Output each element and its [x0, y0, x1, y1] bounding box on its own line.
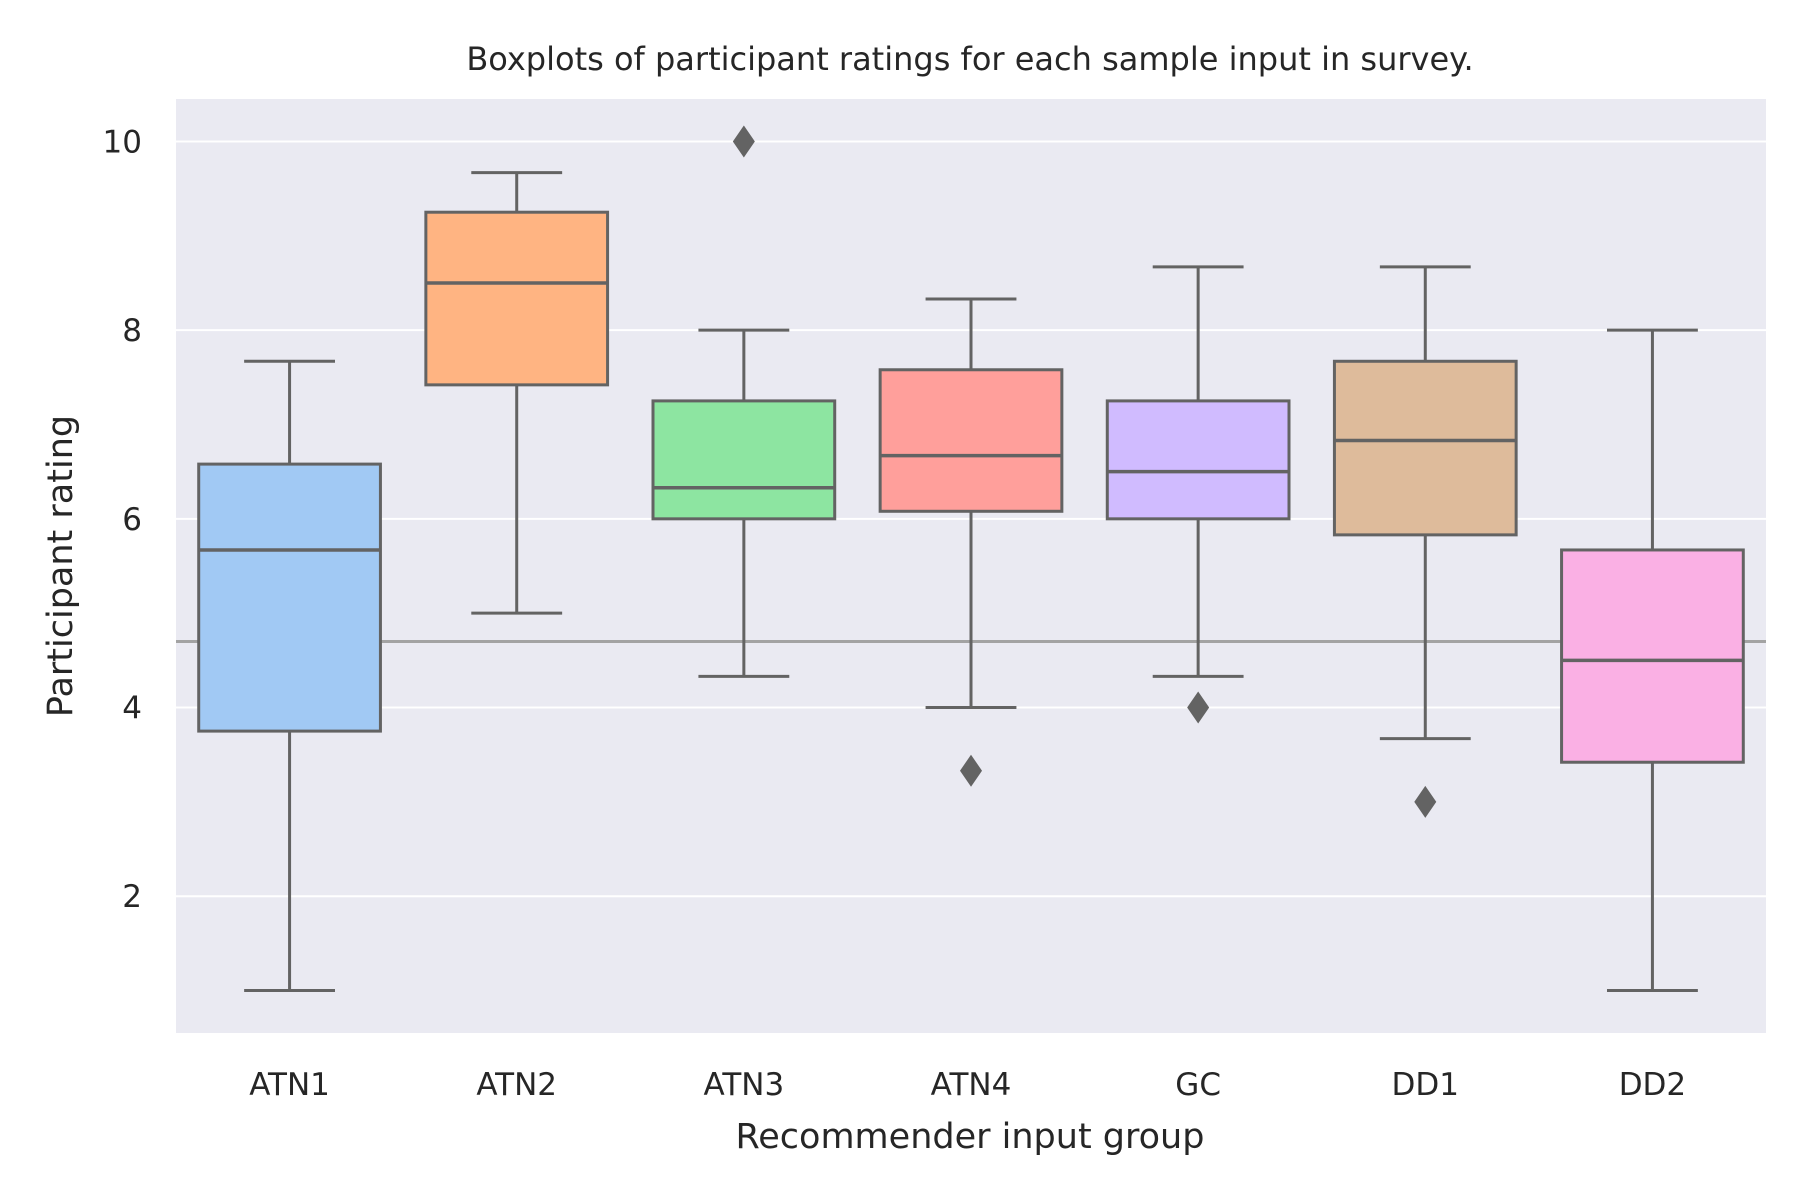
x-tick-label: GC [1175, 1067, 1221, 1103]
x-tick-label: ATN3 [704, 1067, 785, 1103]
y-tick-label: 8 [122, 313, 142, 349]
box-group-dd1 [1332, 265, 1518, 818]
y-axis-label: Participant rating [41, 415, 81, 717]
y-tick-label: 6 [122, 502, 142, 538]
box [1560, 548, 1745, 764]
box-group-atn4 [878, 297, 1064, 787]
x-tick-label: DD1 [1392, 1067, 1459, 1103]
boxes [197, 125, 1745, 993]
box [1105, 399, 1291, 521]
box-group-dd2 [1560, 328, 1745, 993]
chart-title: Boxplots of participant ratings for each… [466, 40, 1473, 78]
box-group-gc [1105, 265, 1291, 724]
box [651, 399, 837, 521]
box-group-atn3 [651, 125, 837, 678]
box [197, 462, 382, 733]
x-tick-label: ATN4 [931, 1067, 1012, 1103]
x-tick-label: DD2 [1619, 1067, 1686, 1103]
x-tick-label: ATN2 [476, 1067, 557, 1103]
y-tick-labels: 2 4 6 8 10 [103, 124, 142, 915]
y-tick-label: 4 [122, 691, 142, 727]
box-group-atn2 [424, 171, 610, 615]
outlier-point [960, 754, 982, 787]
outlier-point [732, 125, 755, 158]
x-tick-label: ATN1 [249, 1067, 330, 1103]
x-tick-labels: ATN1 ATN2 ATN3 ATN4 GC DD1 DD2 [249, 1067, 1686, 1103]
y-tick-label: 10 [103, 124, 142, 160]
y-tick-label: 2 [122, 879, 142, 915]
outlier-point [1414, 785, 1437, 818]
box [424, 210, 610, 387]
x-axis-label: Recommender input group [736, 1117, 1205, 1157]
outlier-point [1187, 691, 1210, 724]
box [1332, 359, 1518, 537]
box [878, 368, 1064, 513]
box-group-atn1 [197, 359, 382, 993]
